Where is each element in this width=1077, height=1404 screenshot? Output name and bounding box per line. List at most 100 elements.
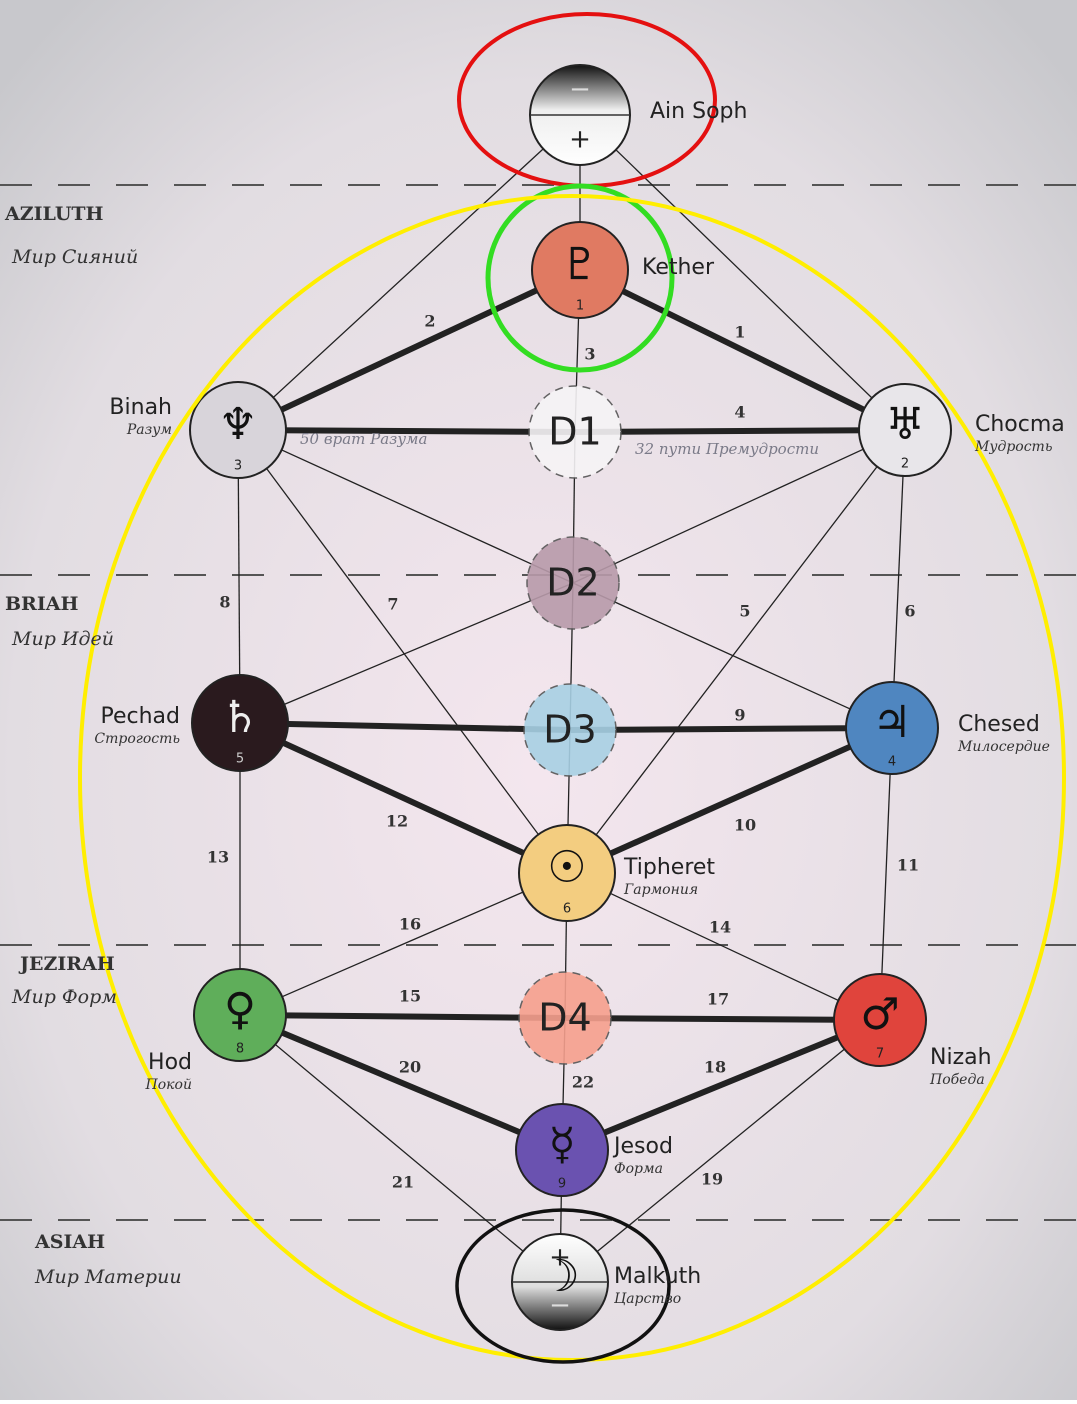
path-number: 18 [704,1058,726,1077]
path-number: 11 [897,856,919,875]
connector [879,727,893,1021]
node-name: Kether [642,255,715,280]
path-number: 3 [584,345,595,364]
path-number: 7 [387,595,398,614]
connector [238,720,569,876]
d-node [523,683,617,777]
connector [566,429,906,874]
node-subtitle: Мудрость [974,439,1052,455]
path-number: 6 [904,602,915,621]
node-number: 3 [234,459,242,474]
world-name: ASIAH [34,1231,105,1253]
d-node [528,385,622,479]
node-subtitle: Форма [614,1161,663,1177]
node-name: Tipheret [623,855,715,880]
connector [572,582,893,729]
sephira [518,824,616,922]
sephira [191,674,289,772]
node-name: Malkuth [614,1264,701,1289]
planet-symbol: ♆ [218,399,257,450]
connector [239,1012,566,1021]
connector [237,427,576,435]
path-number: 4 [734,403,745,422]
sephira [531,221,629,319]
green-circle [485,183,675,373]
node-number: 6 [563,902,571,917]
path-number: 15 [399,987,421,1006]
path-number: 22 [572,1073,594,1092]
world-name: JEZIRAH [18,953,115,975]
d-node [518,971,612,1065]
connector [574,427,906,435]
path-number: 13 [207,848,229,867]
connector [566,872,881,1021]
node-subtitle: Строгость [94,731,180,747]
path-number: 12 [386,812,408,831]
node-name: Chocma [975,412,1065,437]
path-number: 21 [392,1173,414,1192]
d-node-label: D3 [543,708,596,752]
paths-layer [0,114,1077,1283]
connector [237,429,574,584]
connector [579,114,906,431]
planet-symbol: ♂ [860,989,899,1040]
planet-symbol: ♇ [560,239,599,290]
connector [239,872,568,1016]
node-name: Nizah [930,1045,992,1070]
connector [578,267,907,433]
d-node-label: D1 [548,410,601,454]
connector [239,720,571,733]
node-name: Jesod [612,1134,673,1159]
sephira [845,681,939,775]
planet-symbol: ♀ [224,984,256,1035]
d-node [526,536,620,630]
world-name: BRIAH [5,593,78,615]
world-name: AZILUTH [4,203,104,225]
node-number: 4 [888,755,896,770]
node-subtitle: Царство [614,1291,681,1307]
node-subtitle: Разум [126,422,172,438]
node-number: 5 [236,752,244,767]
node-name: Binah [109,395,172,420]
node-name: Hod [148,1050,192,1075]
node-subtitle: Покой [145,1077,192,1093]
path-number: 19 [701,1170,723,1189]
connector [239,582,574,724]
path-number: 2 [424,312,435,331]
node-name: Ain Soph [650,99,747,124]
connector [239,1014,561,1283]
node-sign: + [569,125,591,155]
path-number: 8 [219,593,230,612]
planet-symbol: ♅ [885,399,924,450]
connector [237,429,568,874]
node-number: 8 [236,1042,244,1057]
path-number: 9 [734,706,745,725]
world-subtitle: Мир Материи [34,1266,182,1288]
node-sign: − [549,1291,571,1321]
path-number: 20 [399,1058,421,1077]
node-sign: − [569,75,591,105]
black-ellipse [455,1208,671,1364]
handwritten-note: 50 врат Разума [300,430,427,448]
planet-symbol: ☉ [547,842,586,893]
connector [559,1019,881,1283]
node-subtitle: Гармония [623,882,698,898]
node-name: Chesed [958,712,1040,737]
node-subtitle: Победа [929,1072,985,1088]
path-number: 16 [399,915,421,934]
node-sign: + [549,1243,571,1273]
path-number: 17 [707,990,729,1009]
world-subtitle: Мир Идей [11,628,114,650]
node-number: 1 [576,299,584,314]
connector [565,725,894,876]
connector [560,1017,882,1153]
connector [569,725,893,733]
sephira [858,383,952,477]
sephira [833,973,927,1067]
connector [564,1015,881,1023]
connector [572,429,906,584]
node-name: Pechad [100,704,180,729]
node-number: 7 [876,1047,884,1062]
node-number: 2 [901,457,909,472]
